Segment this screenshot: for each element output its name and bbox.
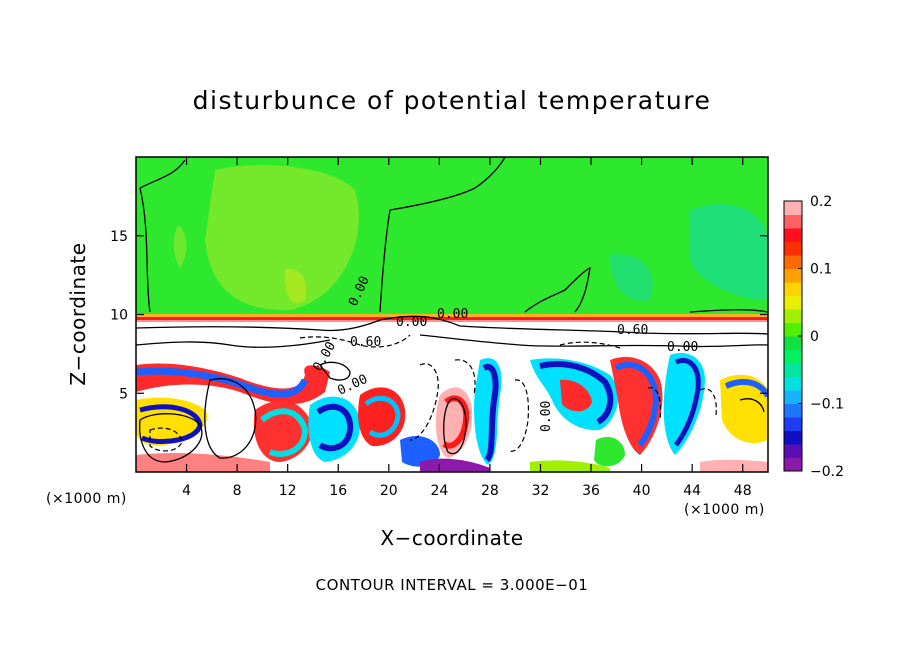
x-unit-label-left: (×1000 m) — [46, 491, 127, 507]
x-tick-label: 8 — [233, 483, 242, 499]
colorbar-swatch — [784, 282, 802, 296]
x-tick-label: 40 — [633, 483, 651, 499]
colorbar-swatch — [784, 444, 802, 458]
y-axis-label: Z−coordinate — [66, 242, 90, 386]
inversion-band — [136, 317, 768, 320]
y-tick-label: 15 — [110, 229, 128, 245]
colorbar-swatch — [784, 295, 802, 310]
x-tick-label: 36 — [582, 483, 600, 499]
warm-patch — [205, 165, 359, 311]
colorbar-swatch — [784, 403, 802, 418]
warm-patch-left — [173, 225, 187, 268]
colorbar-swatch — [784, 268, 802, 283]
eddy-bands — [136, 352, 768, 472]
cool-patch-right — [690, 204, 768, 300]
colorbar-swatch — [784, 390, 802, 404]
contour-lines — [136, 157, 768, 463]
colorbar-tick-label: 0.1 — [810, 262, 832, 278]
colorbar-swatch — [784, 430, 802, 445]
x-tick-label: 28 — [481, 483, 499, 499]
contour-label: 0.60 — [350, 335, 381, 350]
x-tick-label: 4 — [182, 483, 191, 499]
x-tick-label: 32 — [532, 483, 550, 499]
y-tick-label: 5 — [119, 386, 128, 402]
contour-lines-dashed — [149, 334, 717, 452]
colorbar-swatch — [784, 349, 802, 364]
colorbar: 0.2 0.1 0 −0.1 −0.2 — [783, 194, 844, 480]
colorbar-swatch — [784, 309, 802, 323]
x-tick-label: 24 — [430, 483, 448, 499]
contour-label: 0.60 — [617, 323, 648, 338]
x-unit-label-right: (×1000 m) — [684, 502, 765, 518]
x-tick-label: 12 — [279, 483, 297, 499]
colorbar-swatch — [784, 322, 802, 337]
x-axis: 4 8 12 16 20 24 28 32 36 40 44 48 — [182, 157, 752, 499]
colorbar-tick-label: 0.2 — [810, 194, 832, 210]
warm-patch-core — [284, 269, 307, 303]
colorbar-swatch — [784, 457, 802, 472]
x-axis-label: X−coordinate — [380, 526, 524, 550]
colorbar-swatch — [784, 417, 802, 431]
colorbar-tick-label: −0.1 — [810, 397, 844, 413]
x-tick-label: 20 — [380, 483, 398, 499]
contour-label: 0.00 — [667, 340, 698, 355]
y-axis: 5 10 15 — [110, 229, 768, 402]
heatmap-field: 0.00 0.00 0.00 0.00 0.00 0.00 0.00 0.60 … — [136, 157, 768, 472]
colorbar-swatch — [784, 228, 802, 242]
colorbar-tick-label: 0 — [810, 329, 819, 345]
colorbar-tick-label: −0.2 — [810, 464, 844, 480]
colorbar-swatch — [784, 214, 802, 229]
y-tick-label: 10 — [110, 308, 128, 324]
contour-label: 0.00 — [396, 315, 427, 330]
x-tick-label: 16 — [329, 483, 347, 499]
chart-title: disturbunce of potential temperature — [192, 86, 712, 115]
cool-patch-mid — [610, 254, 653, 301]
contour-interval-note: CONTOUR INTERVAL = 3.000E−01 — [315, 576, 589, 594]
x-tick-label: 44 — [683, 483, 701, 499]
colorbar-swatch — [784, 363, 802, 377]
colorbar-swatch — [784, 376, 802, 391]
contour-label: 0.00 — [437, 307, 468, 322]
colorbar-swatch — [784, 201, 802, 215]
colorbar-swatch — [784, 336, 802, 350]
x-tick-label: 48 — [734, 483, 752, 499]
colorbar-swatch — [784, 241, 802, 256]
colorbar-swatch — [784, 255, 802, 269]
contour-label: 0.00 — [539, 401, 554, 432]
